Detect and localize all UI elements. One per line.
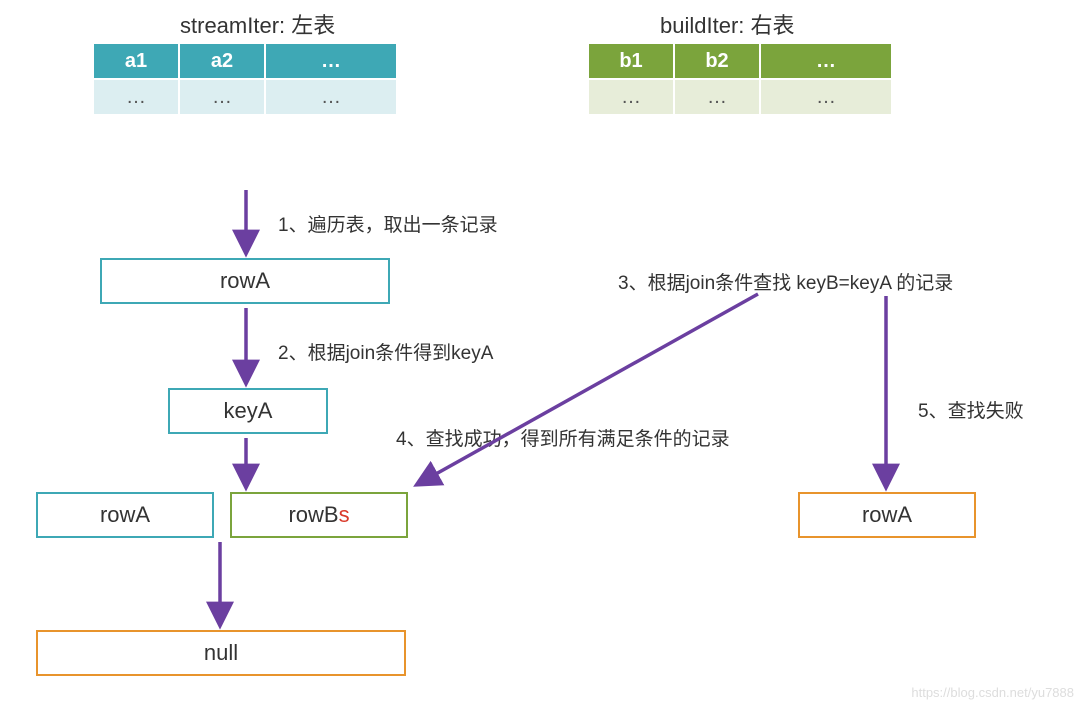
step-5-label: 5、查找失败 bbox=[918, 396, 1024, 423]
rowA-box-1: rowA bbox=[100, 258, 390, 304]
right-table-title: buildIter: 右表 bbox=[660, 8, 795, 40]
left-td-2: … bbox=[265, 79, 397, 115]
rowBs-box: rowBs bbox=[230, 492, 408, 538]
right-th-1: b2 bbox=[674, 43, 760, 79]
right-th-2: … bbox=[760, 43, 892, 79]
rowB-prefix: rowB bbox=[288, 502, 338, 528]
right-td-1: … bbox=[674, 79, 760, 115]
step-1-label: 1、遍历表，取出一条记录 bbox=[278, 210, 498, 237]
right-table: b1 b2 … … … … bbox=[587, 42, 893, 116]
step-2-label: 2、根据join条件得到keyA bbox=[278, 338, 493, 365]
step-3-label: 3、根据join条件查找 keyB=keyA 的记录 bbox=[618, 268, 953, 295]
left-table: a1 a2 … … … … bbox=[92, 42, 398, 116]
left-th-1: a2 bbox=[179, 43, 265, 79]
left-td-1: … bbox=[179, 79, 265, 115]
right-th-0: b1 bbox=[588, 43, 674, 79]
watermark: https://blog.csdn.net/yu7888 bbox=[911, 685, 1074, 700]
step-4-label: 4、查找成功，得到所有满足条件的记录 bbox=[396, 424, 730, 451]
left-table-title: streamIter: 左表 bbox=[180, 8, 335, 40]
right-td-0: … bbox=[588, 79, 674, 115]
null-box: null bbox=[36, 630, 406, 676]
left-th-0: a1 bbox=[93, 43, 179, 79]
rowB-suffix: s bbox=[339, 502, 350, 528]
arrow-3-diagonal bbox=[418, 294, 758, 484]
left-th-2: … bbox=[265, 43, 397, 79]
left-td-0: … bbox=[93, 79, 179, 115]
right-td-2: … bbox=[760, 79, 892, 115]
keyA-box: keyA bbox=[168, 388, 328, 434]
rowA-box-2: rowA bbox=[36, 492, 214, 538]
rowA-box-3: rowA bbox=[798, 492, 976, 538]
